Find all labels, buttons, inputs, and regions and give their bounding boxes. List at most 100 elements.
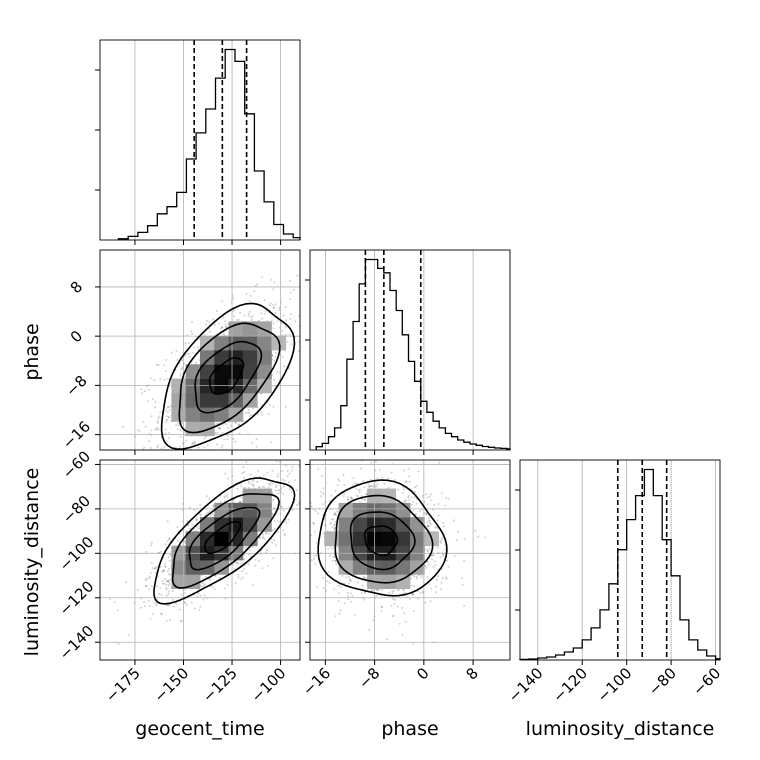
scatter-point bbox=[155, 428, 158, 431]
scatter-point bbox=[381, 476, 384, 479]
scatter-point bbox=[444, 576, 447, 579]
y-tick-label-luminosity_distance: −100 bbox=[56, 533, 98, 575]
scatter-point bbox=[393, 598, 396, 601]
scatter-point bbox=[429, 600, 432, 603]
scatter-point bbox=[271, 541, 274, 544]
scatter-point bbox=[191, 333, 193, 335]
scatter-point bbox=[208, 497, 211, 500]
scatter-point bbox=[136, 589, 139, 591]
scatter-point bbox=[225, 326, 228, 328]
scatter-point bbox=[164, 543, 167, 546]
scatter-point bbox=[214, 431, 217, 434]
scatter-point bbox=[158, 415, 161, 418]
scatter-point bbox=[337, 478, 340, 481]
scatter-point bbox=[161, 612, 163, 615]
scatter-point bbox=[412, 610, 415, 612]
scatter-point bbox=[157, 364, 160, 366]
scatter-point bbox=[235, 319, 238, 322]
scatter-point bbox=[281, 470, 284, 472]
scatter-point bbox=[285, 522, 288, 524]
scatter-point bbox=[219, 427, 221, 430]
scatter-point bbox=[205, 495, 208, 498]
density-cell bbox=[185, 407, 201, 422]
scatter-point bbox=[292, 289, 295, 291]
scatter-point bbox=[381, 605, 383, 608]
scatter-point bbox=[435, 591, 437, 594]
scatter-point bbox=[224, 472, 227, 475]
scatter-point bbox=[290, 469, 293, 472]
scatter-point bbox=[286, 340, 289, 343]
scatter-point bbox=[220, 326, 223, 328]
scatter-point bbox=[260, 411, 263, 414]
scatter-point bbox=[417, 470, 420, 473]
scatter-point bbox=[148, 605, 151, 608]
scatter-point bbox=[150, 541, 153, 544]
scatter-point bbox=[255, 445, 258, 448]
scatter-point bbox=[211, 586, 214, 589]
scatter-point bbox=[245, 461, 248, 463]
scatter-point bbox=[149, 447, 152, 449]
scatter-point bbox=[208, 321, 211, 323]
scatter-point bbox=[222, 333, 225, 336]
scatter-point bbox=[169, 618, 172, 621]
x-tick-label-phase: 8 bbox=[462, 664, 481, 683]
scatter-point bbox=[408, 475, 410, 478]
scatter-point bbox=[414, 486, 416, 489]
scatter-point bbox=[190, 330, 193, 333]
scatter-point bbox=[442, 525, 445, 528]
scatter-point bbox=[274, 352, 277, 354]
scatter-point bbox=[203, 437, 206, 440]
scatter-point bbox=[166, 415, 168, 418]
scatter-point bbox=[322, 487, 325, 490]
scatter-point bbox=[191, 321, 193, 324]
scatter-point bbox=[220, 446, 223, 449]
scatter-point bbox=[334, 489, 337, 492]
scatter-point bbox=[440, 492, 443, 495]
scatter-point bbox=[149, 377, 152, 380]
scatter-point bbox=[213, 588, 216, 591]
scatter-point bbox=[143, 446, 146, 449]
scatter-point bbox=[263, 312, 266, 315]
scatter-point bbox=[346, 598, 349, 601]
scatter-point bbox=[263, 474, 266, 477]
scatter-point bbox=[321, 576, 324, 579]
scatter-point bbox=[221, 300, 224, 303]
scatter-point bbox=[435, 585, 437, 588]
scatter-point bbox=[206, 444, 209, 446]
scatter-point bbox=[165, 409, 168, 412]
scatter-point bbox=[284, 325, 287, 328]
scatter-point bbox=[285, 319, 288, 322]
scatter-point bbox=[247, 314, 250, 317]
scatter-point bbox=[232, 438, 235, 440]
scatter-point bbox=[194, 607, 197, 610]
scatter-point bbox=[370, 461, 373, 464]
scatter-point bbox=[269, 302, 272, 305]
scatter-point bbox=[170, 351, 173, 354]
scatter-point bbox=[271, 469, 274, 472]
scatter-point bbox=[343, 602, 346, 605]
scatter-point bbox=[226, 426, 229, 429]
scatter-point bbox=[251, 315, 254, 317]
scatter-point bbox=[151, 398, 154, 400]
scatter-point bbox=[155, 604, 158, 607]
scatter-point bbox=[350, 592, 352, 595]
scatter-point bbox=[363, 598, 366, 601]
scatter-point bbox=[294, 320, 297, 323]
scatter-point bbox=[205, 435, 208, 438]
scatter-point bbox=[328, 581, 331, 584]
scatter-point bbox=[294, 479, 297, 482]
scatter-point bbox=[187, 342, 190, 345]
scatter-point bbox=[320, 495, 322, 498]
scatter-point bbox=[313, 554, 316, 557]
scatter-point bbox=[295, 504, 298, 507]
scatter-point bbox=[342, 474, 345, 477]
scatter-point bbox=[445, 496, 448, 499]
scatter-point bbox=[167, 437, 170, 440]
scatter-point bbox=[250, 413, 253, 416]
scatter-point bbox=[272, 405, 275, 408]
scatter-point bbox=[215, 422, 218, 425]
scatter-point bbox=[284, 405, 287, 408]
scatter-point bbox=[157, 428, 160, 431]
scatter-point bbox=[401, 606, 404, 609]
scatter-point bbox=[291, 509, 294, 512]
